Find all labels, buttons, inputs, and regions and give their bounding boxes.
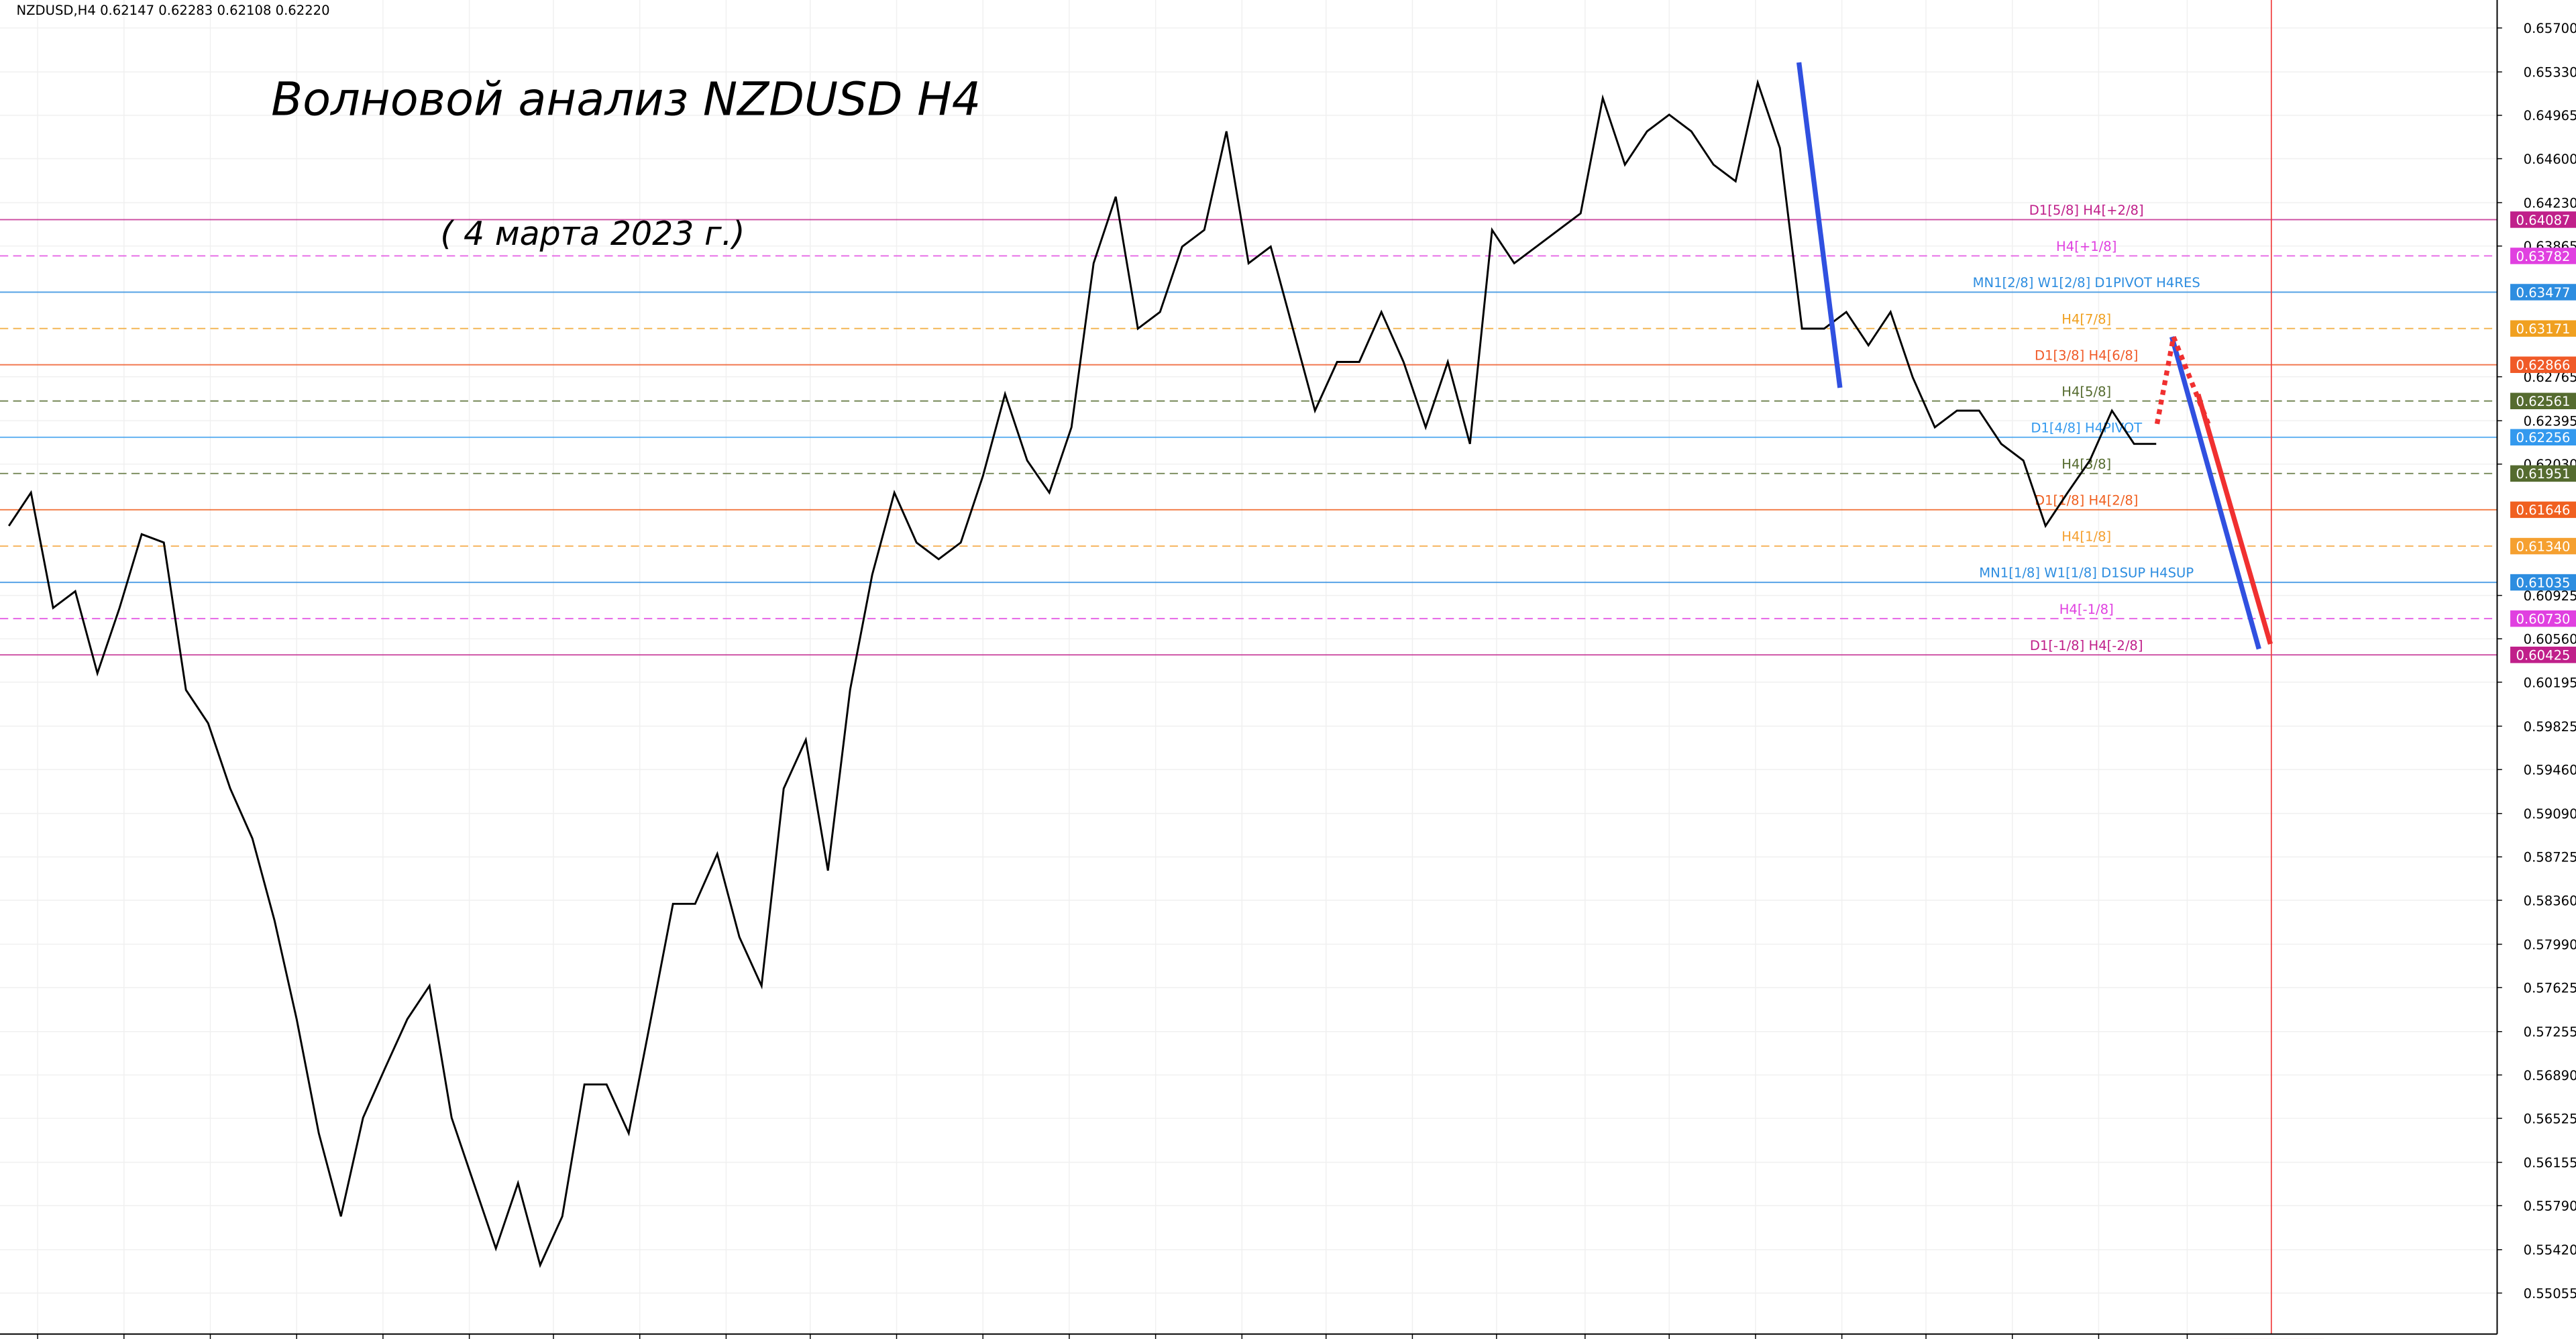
level-badge	[2510, 356, 2576, 373]
wave-arrows	[1796, 62, 2273, 650]
subtitle: ( 4 марта 2023 г.)	[440, 215, 745, 253]
level-badge-label: 0.62256	[2516, 430, 2571, 445]
level-badge	[2510, 392, 2576, 410]
y-tick-label: 0.62765	[2524, 370, 2576, 385]
level-text: MN1[1/8] W1[1/8] D1SUP H4SUP	[1979, 566, 2194, 581]
y-tick-label: 0.60195	[2524, 675, 2576, 690]
level-badge-label: 0.62561	[2516, 394, 2571, 409]
level-badge	[2510, 574, 2576, 591]
y-tick-label: 0.60925	[2524, 588, 2576, 604]
y-tick-label: 0.57990	[2524, 937, 2576, 953]
y-tick-label: 0.64230	[2524, 195, 2576, 211]
level-badge-label: 0.61951	[2516, 466, 2571, 482]
level-badge	[2510, 501, 2576, 519]
level-badge	[2510, 537, 2576, 555]
grid	[0, 0, 2498, 1334]
level-text: D1[1/8] H4[2/8]	[2035, 493, 2139, 508]
y-tick-label: 0.59825	[2524, 719, 2576, 735]
level-text: D1[-1/8] H4[-2/8]	[2030, 638, 2143, 653]
y-tick-label: 0.58360	[2524, 893, 2576, 908]
level-badge-label: 0.61035	[2516, 575, 2571, 590]
level-text: H4[5/8]	[2061, 384, 2111, 399]
header: NZDUSD,H4 0.62147 0.62283 0.62108 0.6222…	[16, 3, 329, 18]
level-badge	[2510, 248, 2576, 264]
title: Волновой анализ NZDUSD H4	[271, 72, 981, 126]
y-tick-label: 0.65330	[2524, 65, 2576, 81]
y-tick-label: 0.58725	[2524, 850, 2576, 865]
level-badge-label: 0.60730	[2516, 611, 2571, 627]
level-badge	[2510, 320, 2576, 337]
plot	[7, 0, 2272, 1334]
y-tick-label: 0.57255	[2524, 1024, 2576, 1040]
level-text: MN1[2/8] W1[2/8] D1PIVOT H4RES	[1973, 275, 2200, 290]
level-badge	[2510, 211, 2576, 228]
level-text: H4[+1/8]	[2056, 239, 2116, 254]
y-tick-label: 0.65700	[2524, 21, 2576, 36]
y-tick-label: 0.60560	[2524, 632, 2576, 647]
level-text: D1[3/8] H4[6/8]	[2035, 347, 2139, 363]
y-tick-label: 0.57625	[2524, 981, 2576, 996]
level-badge-label: 0.60425	[2516, 648, 2571, 663]
level-badge	[2510, 646, 2576, 663]
y-tick-label: 0.59460	[2524, 762, 2576, 778]
level-badge	[2510, 465, 2576, 482]
y-tick-label: 0.56155	[2524, 1155, 2576, 1171]
y-tick-label: 0.56890	[2524, 1068, 2576, 1083]
level-badge-label: 0.63782	[2516, 249, 2571, 264]
y-tick-label: 0.55420	[2524, 1242, 2576, 1258]
level-badge-label: 0.63171	[2516, 321, 2571, 337]
level-badge-label: 0.64087	[2516, 213, 2571, 228]
y-tick-label: 0.56525	[2524, 1111, 2576, 1126]
y-tick-label: 0.59090	[2524, 806, 2576, 822]
level-badge-label: 0.62866	[2516, 358, 2571, 373]
level-text: H4[-1/8]	[2059, 602, 2114, 617]
level-text: H4[1/8]	[2061, 529, 2111, 545]
level-badge-label: 0.61340	[2516, 539, 2571, 554]
blue-arrow	[1796, 62, 1843, 388]
level-badge	[2510, 429, 2576, 446]
level-badge	[2510, 284, 2576, 301]
y-tick-label: 0.62395	[2524, 414, 2576, 429]
blue-arrow	[2169, 336, 2261, 650]
level-badge-label: 0.61646	[2516, 502, 2571, 518]
level-text: D1[5/8] H4[+2/8]	[2029, 203, 2144, 218]
price-line	[7, 78, 2157, 1269]
level-text: D1[4/8] H4PIVOT	[2031, 420, 2143, 435]
y-tick-label: 0.55055	[2524, 1286, 2576, 1301]
level-badge-label: 0.63477	[2516, 285, 2571, 301]
y-tick-label: 0.55790	[2524, 1199, 2576, 1214]
level-text: H4[7/8]	[2061, 311, 2111, 327]
y-tick-label: 0.64600	[2524, 152, 2576, 167]
level-badge	[2510, 610, 2576, 627]
red-arrow	[2196, 393, 2273, 645]
y-tick-label: 0.64965	[2524, 108, 2576, 123]
